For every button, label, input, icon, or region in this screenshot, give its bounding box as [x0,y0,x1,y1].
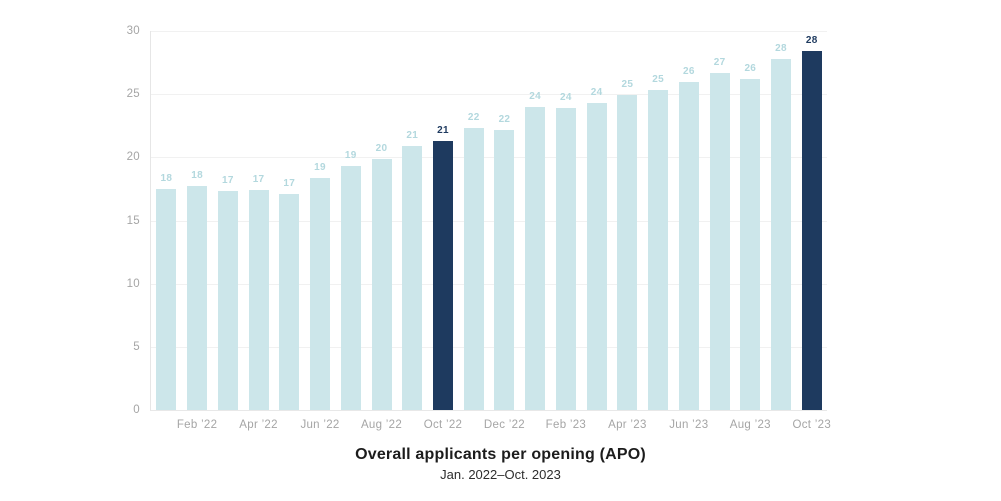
bar [740,79,761,410]
bar-value-label: 24 [560,92,572,104]
bar-value-label: 18 [160,172,173,184]
y-axis-label: 25 [126,88,140,101]
bar-slot: 21 [397,31,428,410]
bar-slot: 26 Aug ’23 [730,31,771,431]
bar-value-label: 22 [498,113,511,125]
bar-slot: 22 [458,31,489,410]
chart-title: Overall applicants per opening (APO) [355,446,646,463]
bar [771,58,792,410]
x-axis-label: Aug ’22 [360,419,403,431]
y-axis: 0 5 10 15 20 25 30 [100,25,140,416]
y-axis-label: 5 [133,340,140,353]
y-axis-label: 10 [126,277,140,290]
gridline [151,94,827,96]
gridline [151,283,827,285]
title-block: Overall applicants per opening (APO) Jan… [0,446,1001,482]
bar [340,166,361,410]
y-axis-label: 0 [133,404,140,416]
gridline [151,220,827,222]
x-axis-label: Oct ’22 [423,419,463,431]
bar [156,188,177,410]
x-axis-label: Aug ’23 [729,419,771,431]
bar-slot: 27 [704,31,735,410]
bar [709,72,730,410]
bar [248,190,269,410]
bar-value-label: 18 [191,170,203,182]
bar [648,90,669,410]
x-axis-label: Oct ’23 [792,419,832,431]
bar [279,193,300,410]
bar-slot: 24 Feb ’23 [546,31,586,431]
x-axis-label: Feb ’22 [176,419,218,431]
bar-slot: 20 Aug ’22 [361,31,402,431]
bar [494,129,515,410]
bar-value-label: 22 [467,112,480,124]
bar [217,191,238,410]
y-axis-label: 15 [126,214,140,227]
bar-slot: 17 [274,31,305,410]
x-axis-label: Apr ’23 [608,419,647,431]
x-axis-label: Dec ’22 [483,419,525,431]
gridline [151,157,827,159]
y-axis-label: 30 [126,25,140,37]
bar-value-label: 17 [252,174,265,186]
gridline [151,346,827,348]
bars-row: 18 18 Feb ’22 17 17 Apr ’22 17 19 Jun ’22 19 20 Aug… [151,31,831,431]
bar [310,177,331,410]
bar [555,108,576,410]
bar [371,158,392,410]
bar-highlighted [432,140,453,410]
bar-slot: 19 [335,31,366,410]
bar-value-label: 25 [621,79,634,91]
x-axis-label: Jun ’22 [300,419,340,431]
bar [463,128,484,410]
bar-value-label: 26 [682,65,695,77]
bar-value-label: 24 [590,87,603,99]
bar-slot: 28 [766,31,797,410]
bar-value-label: 26 [744,63,757,75]
bar-slot: 18 [151,31,182,410]
bar [586,103,607,410]
x-axis-label: Feb ’23 [545,419,587,431]
x-axis-label: Jun ’23 [669,419,709,431]
bar-slot: 18 Feb ’22 [177,31,217,431]
bar-slot: 17 Apr ’22 [239,31,277,431]
chart-subtitle: Jan. 2022–Oct. 2023 [440,467,561,482]
bar [525,106,546,410]
x-axis-label: Apr ’22 [239,419,278,431]
bar-value-label: 27 [713,56,726,68]
bar-slot: 24 [581,31,612,410]
bar [617,95,638,410]
bar-slot: 21 Oct ’22 [424,31,462,431]
bar [187,186,208,410]
bar-value-label: 21 [437,124,449,136]
bar-value-label: 19 [344,150,357,162]
bar [402,145,423,410]
bar-slot: 19 Jun ’22 [300,31,339,431]
gridline [151,31,827,32]
y-axis-label: 20 [126,151,140,164]
bar-value-label: 28 [805,35,818,47]
bar-value-label: 19 [314,161,326,173]
bar-slot: 25 [643,31,674,410]
bar-value-label: 17 [283,177,296,189]
bar-value-label: 21 [406,129,419,141]
bar-slot: 17 [212,31,243,410]
plot-area: 18 18 Feb ’22 17 17 Apr ’22 17 19 Jun ’22 19 20 Aug… [150,31,831,431]
bar-slot: 26 Jun ’23 [669,31,708,431]
bar-slot: 24 [520,31,551,410]
bar-slot: 22 Dec ’22 [484,31,525,431]
bar-slot: 28 Oct ’23 [793,31,831,431]
bar [678,81,699,410]
bar-value-label: 17 [221,175,234,187]
bar-value-label: 25 [652,74,664,86]
bar-value-label: 20 [375,142,388,154]
bar-value-label: 28 [775,42,787,54]
bar-value-label: 24 [529,90,542,102]
bar-highlighted [801,51,822,410]
bar-slot: 25 Apr ’23 [608,31,646,431]
